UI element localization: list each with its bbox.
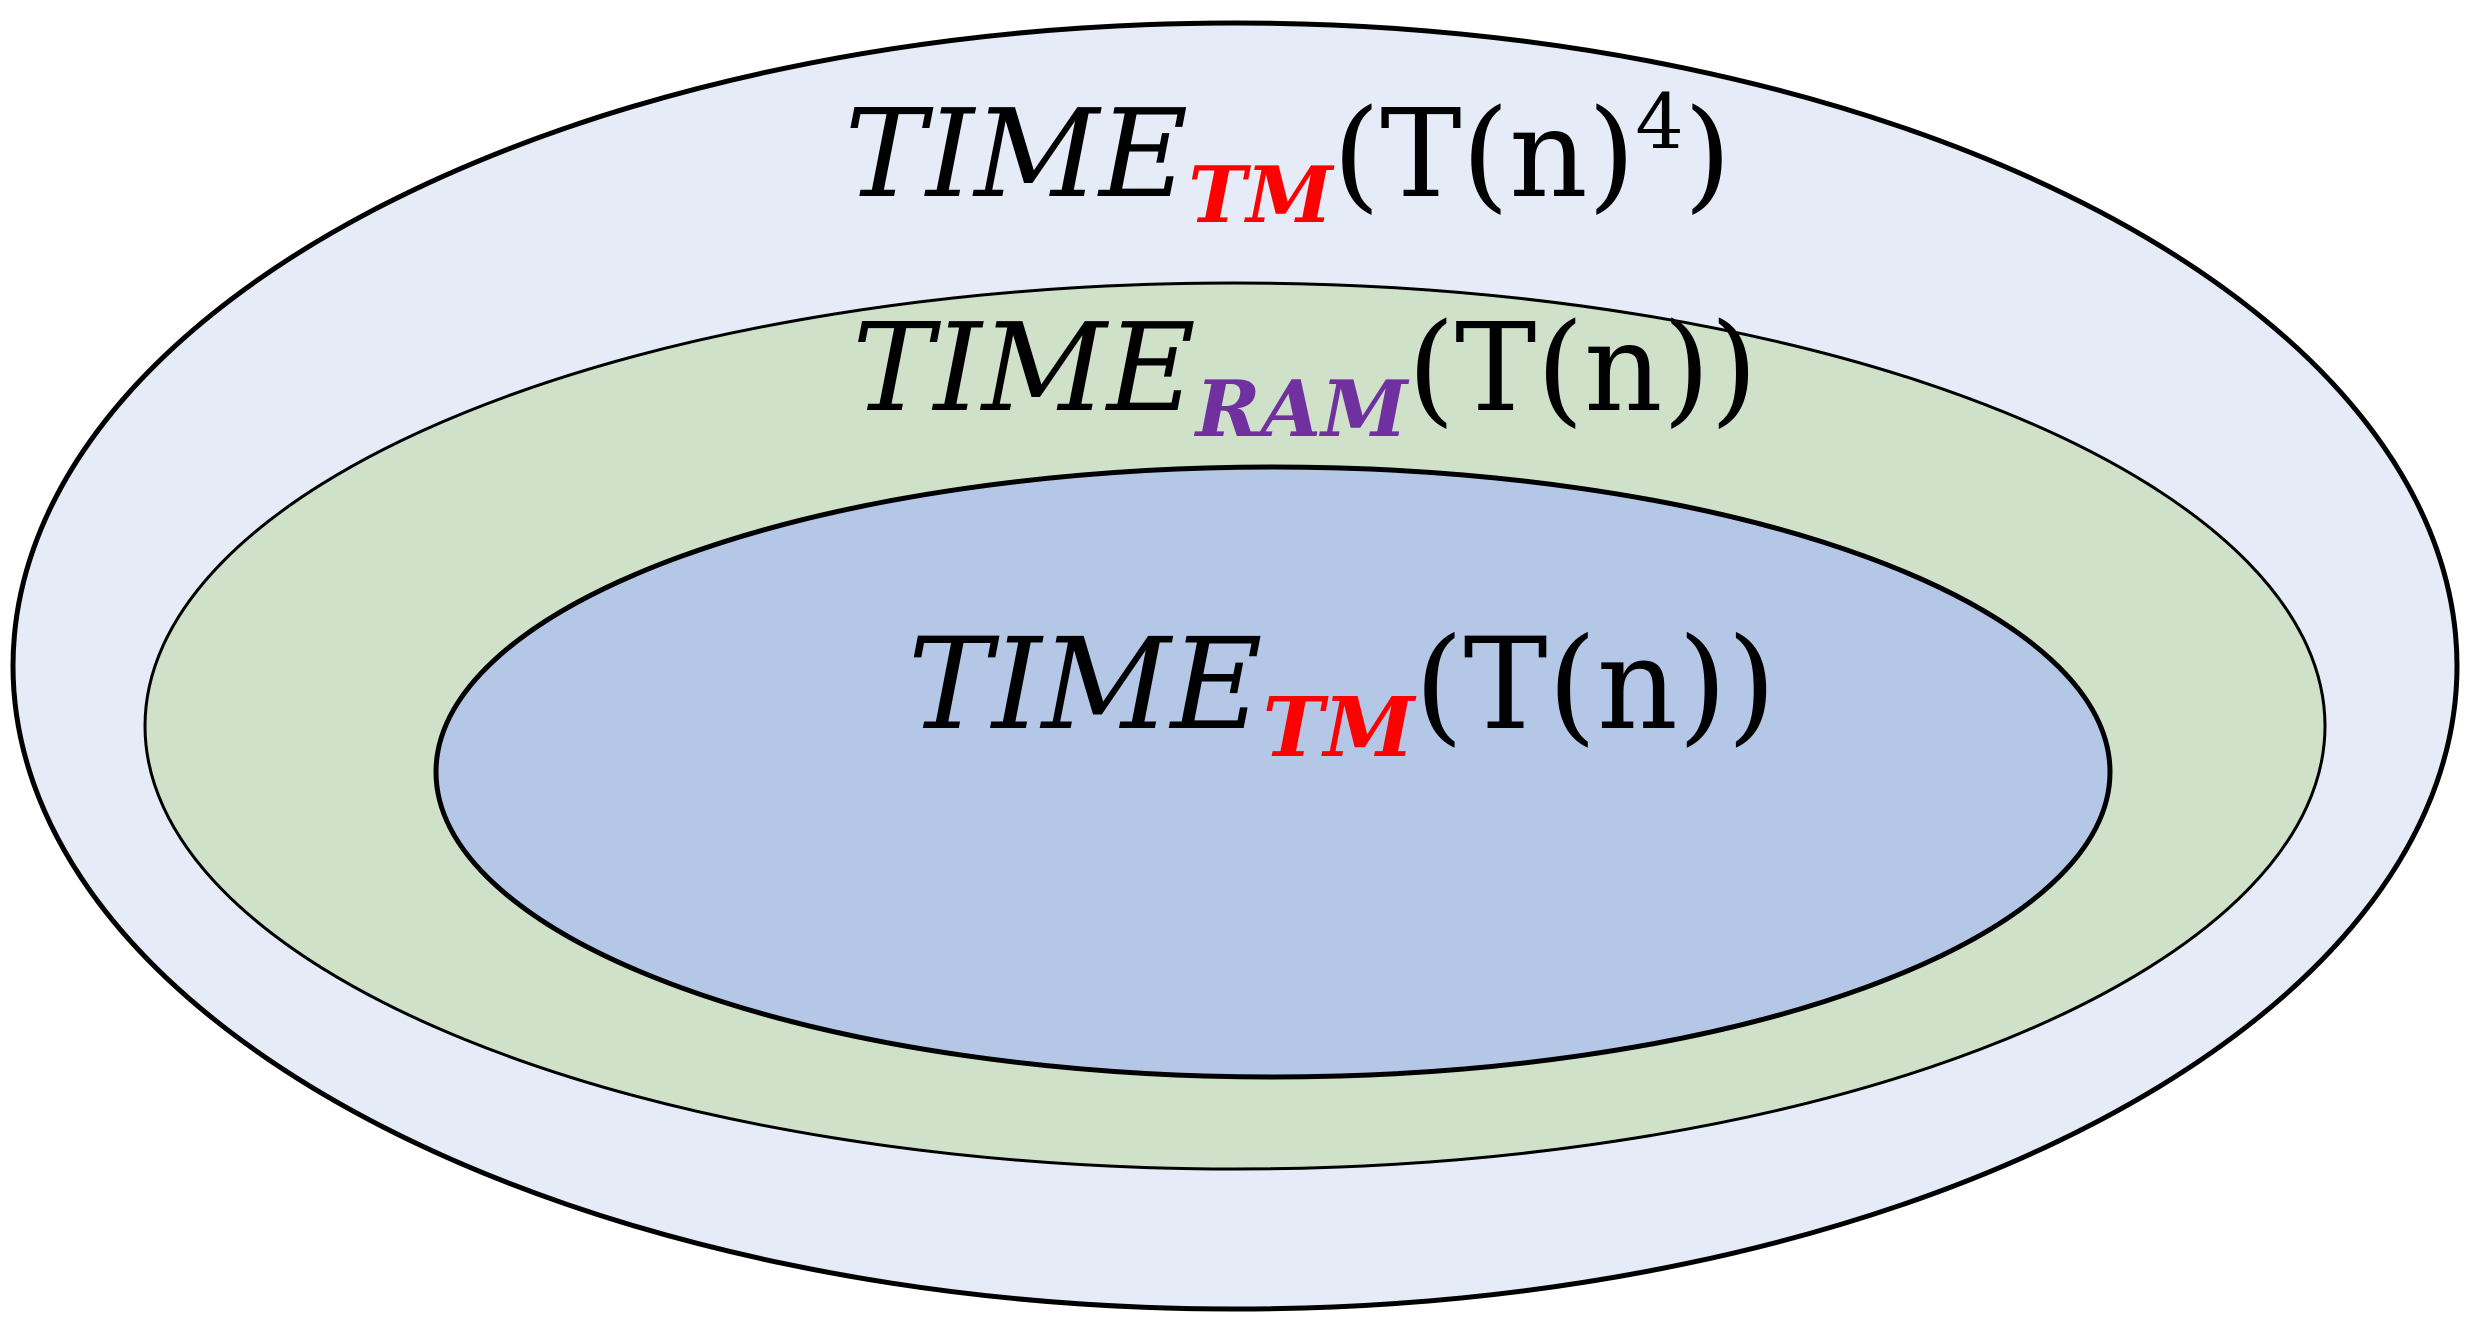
outer-label-exponent: 4	[1635, 77, 1683, 166]
middle-label-subscript: RAM	[1194, 364, 1410, 455]
middle-label-base: TIME	[852, 297, 1196, 439]
outer-label-subscript: TM	[1188, 150, 1335, 241]
inner-label-base: TIME	[908, 611, 1263, 758]
inner-set-label: TIMETM(T(n))	[908, 611, 1776, 776]
inner-label-argument: (T(n))	[1414, 611, 1776, 758]
outer-label-base: TIME	[845, 83, 1189, 225]
middle-set-label: TIMERAM(T(n))	[852, 297, 1758, 455]
outer-label-argument: (T(n)	[1333, 83, 1636, 225]
outer-label-argument-close: )	[1684, 83, 1732, 225]
middle-label-argument: (T(n))	[1407, 297, 1757, 439]
inner-label-subscript: TM	[1263, 680, 1417, 776]
outer-set-label: TIMETM(T(n)4)	[845, 77, 1732, 241]
inner-set-ellipse	[433, 464, 2113, 1080]
